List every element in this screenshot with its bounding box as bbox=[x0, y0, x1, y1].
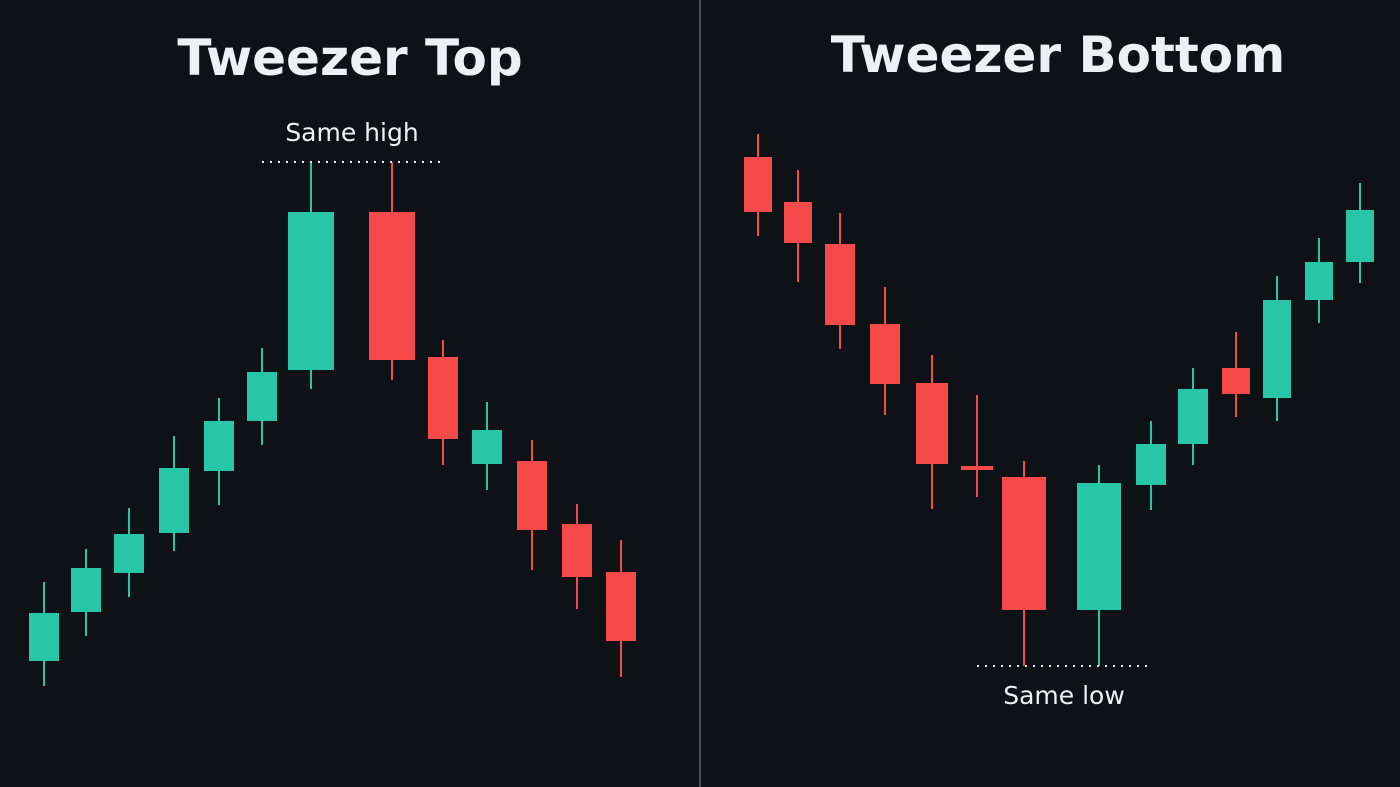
candle-body bbox=[744, 157, 772, 212]
candle-body bbox=[472, 430, 502, 464]
candle-body bbox=[1178, 389, 1208, 444]
candle-body bbox=[288, 212, 334, 370]
candle-body bbox=[916, 383, 948, 464]
candle-body bbox=[369, 212, 415, 360]
candle-body bbox=[825, 244, 855, 325]
candle-body bbox=[114, 534, 144, 573]
annotation: Same high bbox=[285, 118, 418, 147]
candle-body bbox=[1346, 210, 1374, 262]
chart-title: Tweezer Bottom bbox=[831, 26, 1285, 84]
candle-body bbox=[562, 524, 592, 577]
candle-body bbox=[71, 568, 101, 612]
candle-body bbox=[606, 572, 636, 641]
candle-body bbox=[1077, 483, 1121, 610]
candle-body bbox=[1305, 262, 1333, 300]
candle-body bbox=[204, 421, 234, 471]
candle-body bbox=[1263, 300, 1291, 398]
candle-body bbox=[1002, 477, 1046, 610]
candle-body bbox=[1222, 368, 1250, 394]
candle-body bbox=[428, 357, 458, 439]
chart-title: Tweezer Top bbox=[177, 29, 522, 87]
candle-body bbox=[29, 613, 59, 661]
candle-body bbox=[870, 324, 900, 384]
candle-body bbox=[1136, 444, 1166, 485]
candle-body bbox=[517, 461, 547, 530]
candle-body bbox=[159, 468, 189, 533]
candle-body bbox=[784, 202, 812, 243]
candle-body bbox=[247, 372, 277, 421]
candle-body bbox=[961, 466, 993, 470]
annotation: Same low bbox=[1003, 681, 1125, 710]
